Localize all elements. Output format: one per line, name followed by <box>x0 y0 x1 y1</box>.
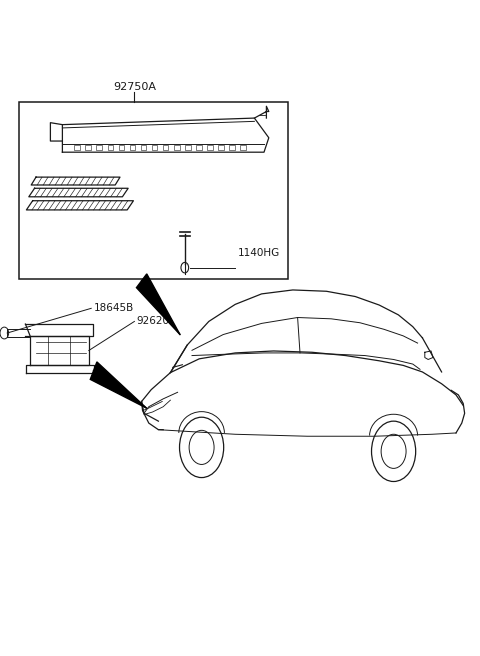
Bar <box>130 145 135 150</box>
Bar <box>174 145 180 150</box>
Bar <box>108 145 113 150</box>
Polygon shape <box>90 362 146 408</box>
Bar <box>74 145 80 150</box>
Text: 1140HG: 1140HG <box>238 247 280 258</box>
Bar <box>240 145 246 150</box>
Text: 92620: 92620 <box>137 316 170 327</box>
Bar <box>196 145 202 150</box>
Text: 18645B: 18645B <box>94 303 134 314</box>
Bar <box>19 102 288 279</box>
Bar <box>229 145 235 150</box>
Bar <box>96 145 102 150</box>
Bar <box>119 145 124 150</box>
Bar <box>163 145 168 150</box>
Bar <box>85 145 91 150</box>
Bar <box>218 145 224 150</box>
Bar <box>152 145 157 150</box>
Polygon shape <box>136 274 180 335</box>
Text: 92750A: 92750A <box>113 82 156 92</box>
Bar <box>141 145 146 150</box>
Bar <box>207 145 213 150</box>
Bar <box>185 145 191 150</box>
